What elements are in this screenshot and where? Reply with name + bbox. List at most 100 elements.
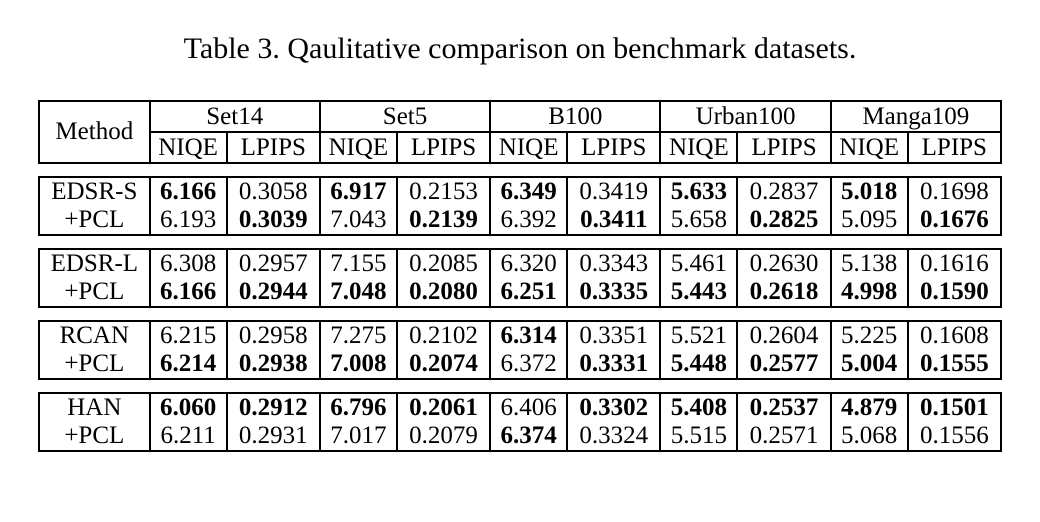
cell-lpips: 0.2102 [395, 321, 492, 350]
cell-lpips: 0.1556 [906, 422, 1003, 451]
cell-lpips: 0.2944 [225, 278, 321, 307]
cell-niqe: 5.225 [829, 321, 909, 350]
cell-lpips: 0.1676 [906, 206, 1003, 235]
table-header-section: Method Set14 Set5 B100 Urban100 Manga109 NIQE L… [38, 100, 1003, 164]
cell-niqe: 6.314 [489, 321, 569, 350]
cell-lpips: 0.2139 [395, 206, 492, 235]
metric-header-niqe: NIQE [148, 131, 228, 163]
method-cell: EDSR-S [38, 177, 151, 206]
metric-header-niqe: NIQE [318, 131, 398, 163]
cell-lpips: 0.1698 [906, 177, 1003, 206]
cell-lpips: 0.2931 [225, 422, 321, 451]
cell-lpips: 0.3302 [566, 393, 662, 422]
cell-lpips: 0.2080 [395, 278, 492, 307]
cell-lpips: 0.2571 [736, 422, 832, 451]
cell-niqe: 4.998 [829, 278, 909, 307]
method-block-2: RCAN 6.215 0.2958 7.275 0.2102 6.314 0.3351 5.5… [38, 320, 1003, 380]
cell-niqe: 5.448 [659, 350, 739, 379]
table-row: +PCL 6.166 0.2944 7.048 0.2080 6.251 0.3335 5.4… [38, 278, 1003, 307]
cell-niqe: 5.018 [829, 177, 909, 206]
cell-niqe: 6.214 [148, 350, 228, 379]
cell-niqe: 6.308 [148, 249, 228, 278]
metric-header-lpips: LPIPS [395, 131, 492, 163]
cell-niqe: 7.043 [318, 206, 398, 235]
cell-lpips: 0.1501 [906, 393, 1003, 422]
dataset-header-manga109: Manga109 [829, 101, 1003, 132]
table-row: RCAN 6.215 0.2958 7.275 0.2102 6.314 0.3351 5.5… [38, 321, 1003, 350]
cell-niqe: 5.443 [659, 278, 739, 307]
cell-niqe: 7.048 [318, 278, 398, 307]
table-row: EDSR-L 6.308 0.2957 7.155 0.2085 6.320 0.3343 5… [38, 249, 1003, 278]
cell-niqe: 7.155 [318, 249, 398, 278]
cell-niqe: 5.521 [659, 321, 739, 350]
table-row: +PCL 6.214 0.2938 7.008 0.2074 6.372 0.3331 5.4… [38, 350, 1003, 379]
method-cell: RCAN [38, 321, 151, 350]
method-cell: HAN [38, 393, 151, 422]
cell-niqe: 6.166 [148, 278, 228, 307]
method-cell: +PCL [38, 206, 151, 235]
cell-lpips: 0.3039 [225, 206, 321, 235]
cell-lpips: 0.2537 [736, 393, 832, 422]
cell-lpips: 0.2604 [736, 321, 832, 350]
cell-niqe: 6.406 [489, 393, 569, 422]
cell-niqe: 5.461 [659, 249, 739, 278]
cell-niqe: 6.374 [489, 422, 569, 451]
cell-lpips: 0.3331 [566, 350, 662, 379]
dataset-header-b100: B100 [489, 101, 662, 132]
cell-lpips: 0.3343 [566, 249, 662, 278]
cell-niqe: 6.320 [489, 249, 569, 278]
method-column-header: Method [38, 101, 151, 163]
dataset-header-set14: Set14 [148, 101, 321, 132]
metric-header-lpips: LPIPS [736, 131, 832, 163]
cell-lpips: 0.3058 [225, 177, 321, 206]
cell-niqe: 6.060 [148, 393, 228, 422]
table-row: EDSR-S 6.166 0.3058 6.917 0.2153 6.349 0.3419 5… [38, 177, 1003, 206]
cell-niqe: 5.004 [829, 350, 909, 379]
table-row: HAN 6.060 0.2912 6.796 0.2061 6.406 0.3302 5.40… [38, 393, 1003, 422]
cell-lpips: 0.1555 [906, 350, 1003, 379]
metric-header-lpips: LPIPS [225, 131, 321, 163]
cell-niqe: 6.796 [318, 393, 398, 422]
metric-header-niqe: NIQE [659, 131, 739, 163]
cell-niqe: 6.215 [148, 321, 228, 350]
method-cell: +PCL [38, 422, 151, 451]
cell-niqe: 5.633 [659, 177, 739, 206]
cell-niqe: 6.193 [148, 206, 228, 235]
cell-niqe: 5.658 [659, 206, 739, 235]
cell-lpips: 0.2061 [395, 393, 492, 422]
cell-lpips: 0.2618 [736, 278, 832, 307]
cell-lpips: 0.2630 [736, 249, 832, 278]
cell-lpips: 0.1608 [906, 321, 1003, 350]
metric-header-niqe: NIQE [489, 131, 569, 163]
cell-lpips: 0.3419 [566, 177, 662, 206]
cell-lpips: 0.2577 [736, 350, 832, 379]
metric-header-niqe: NIQE [829, 131, 909, 163]
table-row: +PCL 6.193 0.3039 7.043 0.2139 6.392 0.3411 5.6… [38, 206, 1003, 235]
method-cell: EDSR-L [38, 249, 151, 278]
cell-niqe: 5.515 [659, 422, 739, 451]
table-caption: Table 3. Qaulitative comparison on bench… [183, 32, 857, 65]
cell-niqe: 6.211 [148, 422, 228, 451]
cell-niqe: 5.138 [829, 249, 909, 278]
cell-lpips: 0.3411 [566, 206, 662, 235]
cell-lpips: 0.2957 [225, 249, 321, 278]
cell-lpips: 0.3351 [566, 321, 662, 350]
cell-lpips: 0.2825 [736, 206, 832, 235]
benchmark-comparison-table: Method Set14 Set5 B100 Urban100 Manga109 NIQE L… [38, 100, 1003, 452]
metric-header-lpips: LPIPS [906, 131, 1003, 163]
cell-niqe: 7.275 [318, 321, 398, 350]
method-cell: +PCL [38, 350, 151, 379]
cell-niqe: 5.408 [659, 393, 739, 422]
cell-niqe: 6.349 [489, 177, 569, 206]
cell-lpips: 0.2074 [395, 350, 492, 379]
metric-header-lpips: LPIPS [566, 131, 662, 163]
cell-lpips: 0.1616 [906, 249, 1003, 278]
cell-niqe: 6.251 [489, 278, 569, 307]
cell-lpips: 0.2958 [225, 321, 321, 350]
cell-lpips: 0.1590 [906, 278, 1003, 307]
cell-niqe: 5.095 [829, 206, 909, 235]
cell-lpips: 0.2079 [395, 422, 492, 451]
cell-niqe: 7.008 [318, 350, 398, 379]
cell-niqe: 4.879 [829, 393, 909, 422]
